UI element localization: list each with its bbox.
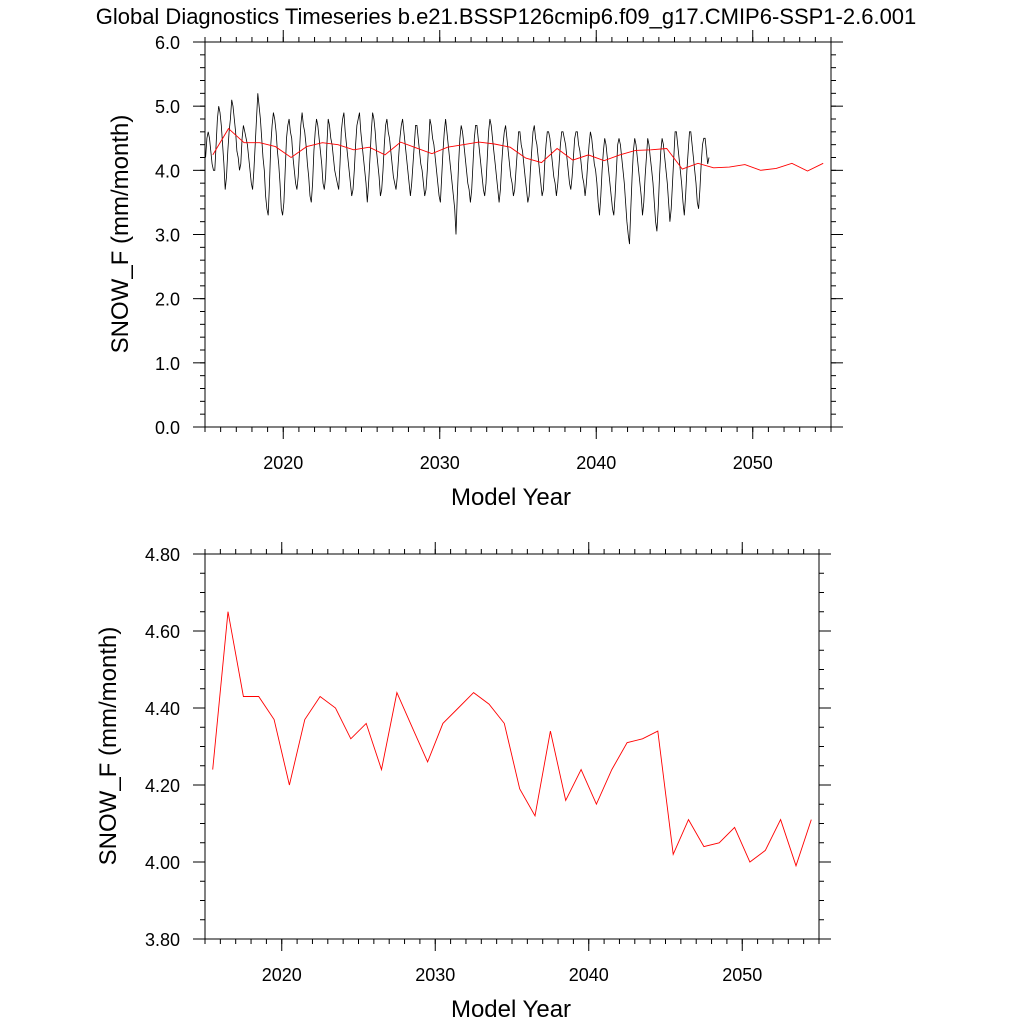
y-tick-label: 3.0 <box>155 226 180 246</box>
x-axis-label-top: Model Year <box>451 484 571 511</box>
y-axis-label-bottom: SNOW_F (mm/month) <box>95 627 122 866</box>
y-tick-label: 3.80 <box>145 930 180 950</box>
y-tick-label: 4.60 <box>145 622 180 642</box>
x-axis-label-bottom: Model Year <box>451 996 571 1023</box>
plot-frame-top <box>204 41 832 428</box>
panel-bottom: 2020 2030 2040 2050 3.80 4.00 4.20 4.40 4.60 4.80… <box>95 542 831 1023</box>
annual-series-line-bottom <box>212 611 812 868</box>
x-tick-label: 2050 <box>722 965 762 985</box>
y-tick-label: 1.0 <box>155 354 180 374</box>
y-tick-label: 4.80 <box>145 545 180 565</box>
x-tick-label: 2030 <box>420 453 460 473</box>
x-tick-label: 2050 <box>733 453 773 473</box>
y-tick-label: 2.0 <box>155 290 180 310</box>
y-tick-label: 6.0 <box>155 33 180 53</box>
plot-frame-bottom <box>204 553 820 940</box>
y-axis-label-top: SNOW_F (mm/month) <box>107 115 134 354</box>
x-tick-label: 2040 <box>569 965 609 985</box>
panel-top: 2020 2030 2040 2050 0.0 1.0 2.0 3.0 4.0 5.0 6.0 Mo… <box>107 30 843 511</box>
y-tick-label: 4.20 <box>145 776 180 796</box>
series-bottom <box>212 611 812 868</box>
series-top <box>205 93 824 245</box>
tick-labels-top: 2020 2030 2040 2050 0.0 1.0 2.0 3.0 4.0 5.0 6.0 <box>155 33 773 473</box>
tick-labels-bottom: 2020 2030 2040 2050 3.80 4.00 4.20 4.40 4.60 4.80 <box>145 545 762 985</box>
monthly-series-line-top <box>205 93 710 245</box>
y-tick-label: 5.0 <box>155 97 180 117</box>
x-tick-label: 2030 <box>415 965 455 985</box>
ticks-bottom <box>193 542 831 951</box>
x-tick-label: 2020 <box>263 453 303 473</box>
figure-title: Global Diagnostics Timeseries b.e21.BSSP… <box>96 4 917 29</box>
x-tick-label: 2020 <box>262 965 302 985</box>
y-tick-label: 4.40 <box>145 699 180 719</box>
annual-series-line-top <box>212 127 824 172</box>
y-tick-label: 4.0 <box>155 161 180 181</box>
y-tick-label: 4.00 <box>145 853 180 873</box>
ticks-top <box>193 30 843 439</box>
y-tick-label: 0.0 <box>155 418 180 438</box>
x-tick-label: 2040 <box>576 453 616 473</box>
